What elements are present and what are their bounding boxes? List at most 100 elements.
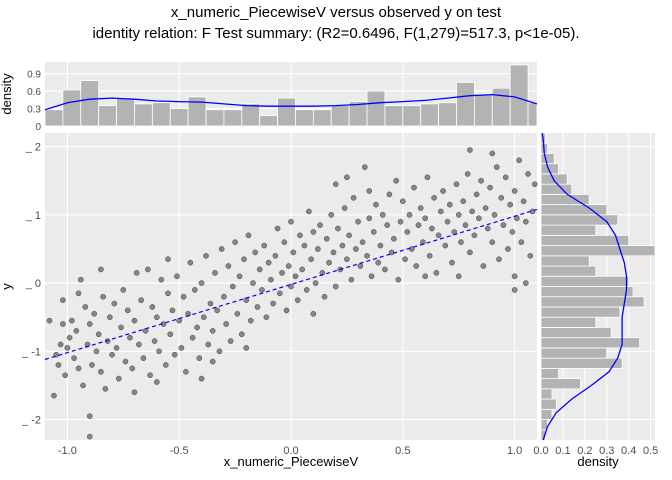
- data-point: [285, 263, 292, 269]
- data-point: [198, 280, 205, 286]
- data-point: [366, 188, 373, 194]
- top-density-tick-label: 0.6: [27, 87, 41, 98]
- data-point: [489, 150, 496, 157]
- data-point: [259, 287, 265, 293]
- top-histogram-bar: [223, 109, 243, 127]
- data-point: [417, 205, 424, 211]
- data-point: [147, 372, 153, 379]
- top-histogram-bar: [241, 103, 261, 127]
- top-density-curve: [44, 93, 538, 111]
- data-point: [209, 358, 216, 365]
- data-point: [191, 287, 198, 293]
- data-point: [276, 290, 283, 297]
- right-histogram-bar: [540, 398, 557, 410]
- data-point: [335, 225, 341, 232]
- data-point: [531, 181, 538, 188]
- data-point: [118, 324, 124, 331]
- data-point: [232, 239, 238, 246]
- data-point: [391, 235, 397, 242]
- data-point: [107, 314, 113, 321]
- data-point: [270, 300, 276, 307]
- data-point: [476, 215, 482, 222]
- right-histogram-bar: [540, 265, 597, 277]
- data-point: [133, 270, 140, 276]
- data-point: [522, 280, 529, 286]
- data-point: [393, 177, 399, 184]
- data-point: [86, 433, 93, 440]
- data-point: [359, 239, 366, 246]
- data-point: [440, 188, 446, 194]
- data-point: [386, 191, 393, 198]
- right-histogram-bar: [540, 367, 559, 380]
- data-point: [274, 225, 281, 232]
- data-point: [268, 276, 274, 283]
- data-point: [80, 382, 86, 389]
- data-point: [131, 317, 138, 324]
- right-histogram-bar: [540, 357, 623, 369]
- right-histogram-bar: [540, 173, 568, 185]
- data-point: [507, 201, 514, 208]
- fit-line: [44, 208, 538, 361]
- data-point: [290, 249, 297, 256]
- data-point: [198, 375, 205, 382]
- data-point: [294, 297, 301, 303]
- data-point: [511, 273, 518, 280]
- data-point: [200, 314, 207, 321]
- data-point: [509, 229, 516, 235]
- data-point: [397, 218, 404, 225]
- data-point: [332, 283, 339, 290]
- data-point: [252, 249, 259, 256]
- data-point: [227, 338, 234, 344]
- data-point: [328, 212, 335, 218]
- data-point: [149, 304, 156, 310]
- data-point: [140, 355, 147, 361]
- data-point: [60, 321, 66, 327]
- data-point: [256, 266, 263, 273]
- data-point: [122, 358, 129, 365]
- right-histogram-bar: [540, 214, 619, 226]
- data-point: [174, 273, 180, 280]
- data-point: [153, 379, 160, 385]
- data-point: [225, 263, 232, 269]
- data-point: [458, 239, 464, 246]
- fit-and-density-lines: [44, 93, 628, 441]
- data-point: [522, 218, 529, 225]
- right-histogram-bar: [540, 388, 553, 400]
- top-histogram-bar: [205, 109, 225, 127]
- data-point: [339, 242, 346, 249]
- histogram-bars: [44, 64, 656, 441]
- data-point: [518, 239, 525, 246]
- data-point: [455, 212, 462, 218]
- data-point: [169, 307, 176, 314]
- data-point: [138, 297, 145, 303]
- data-point: [165, 256, 171, 263]
- data-point: [480, 263, 487, 269]
- top-histogram-bar: [169, 108, 189, 127]
- data-point: [75, 290, 82, 297]
- x-tick-label: -1.0: [58, 445, 77, 457]
- data-point: [377, 242, 384, 249]
- data-point: [355, 218, 361, 225]
- data-point: [281, 239, 288, 246]
- top-histogram-bar: [491, 87, 511, 127]
- right-density-curve: [541, 132, 628, 441]
- right-density-tick-label: 0.3: [599, 445, 614, 457]
- data-point: [73, 327, 80, 334]
- data-point: [288, 218, 294, 225]
- data-point: [442, 242, 449, 249]
- data-point: [221, 293, 227, 300]
- data-point: [77, 276, 84, 283]
- data-point: [453, 181, 460, 188]
- data-point: [57, 341, 64, 348]
- data-point: [364, 252, 370, 259]
- data-point: [303, 287, 310, 293]
- data-point: [435, 232, 442, 239]
- data-point: [158, 276, 165, 283]
- data-point: [402, 256, 408, 263]
- top-histogram-bar: [438, 102, 457, 127]
- data-point: [306, 208, 312, 215]
- right-histogram-bar: [540, 337, 641, 349]
- data-point: [263, 314, 270, 321]
- data-point: [493, 164, 500, 170]
- data-point: [46, 317, 53, 324]
